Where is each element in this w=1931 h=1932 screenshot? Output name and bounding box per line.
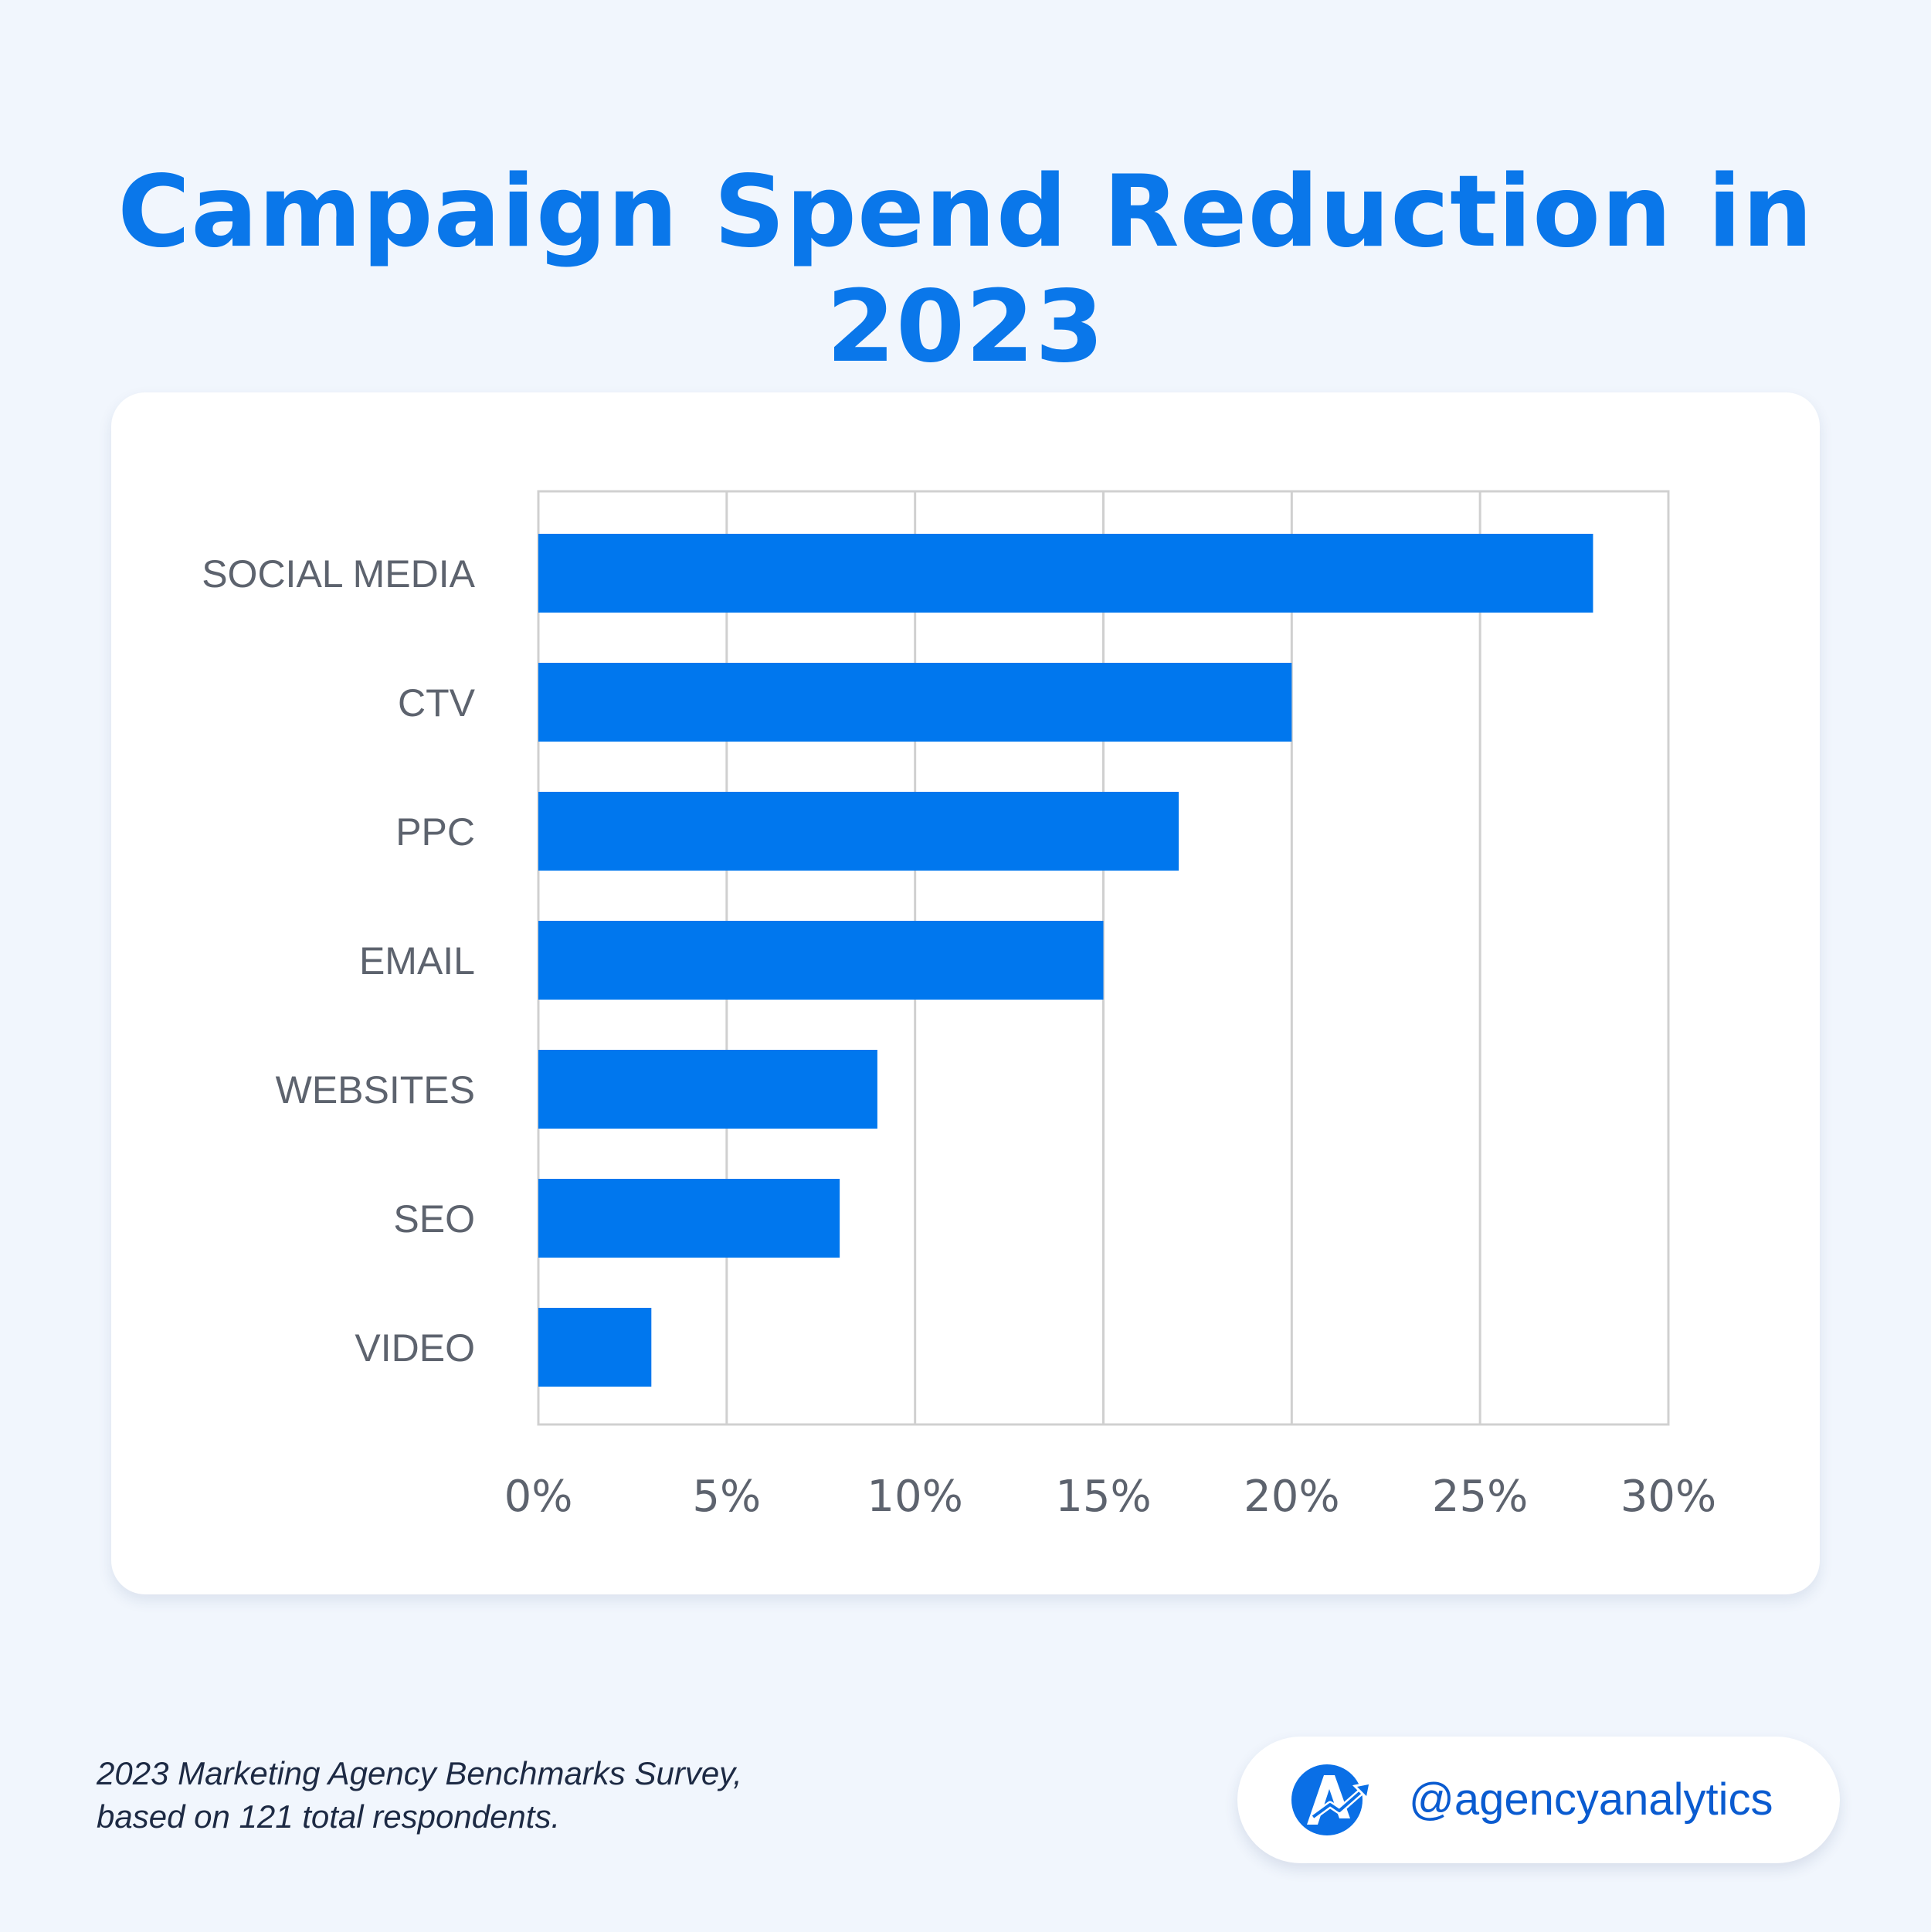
grid-lines <box>537 490 1670 1426</box>
bar <box>538 1179 840 1258</box>
x-tick-label: 30% <box>1620 1472 1716 1522</box>
bar <box>538 1050 877 1129</box>
bar <box>538 663 1292 742</box>
category-label: EMAIL <box>359 939 475 983</box>
category-label: PPC <box>395 810 475 854</box>
category-label: VIDEO <box>355 1326 475 1370</box>
bar <box>538 792 1179 871</box>
x-tick-label: 0% <box>504 1472 573 1522</box>
category-labels: SOCIAL MEDIA CTV PPC EMAIL WEBSITES SEO VIDEO <box>202 552 475 1370</box>
source-note: 2023 Marketing Agency Benchmarks Survey,… <box>97 1752 742 1839</box>
agencyanalytics-logo-icon <box>1291 1764 1372 1835</box>
bar <box>538 921 1104 1000</box>
social-handle[interactable]: @agencyanalytics <box>1409 1774 1773 1825</box>
bars <box>538 534 1593 1387</box>
source-line-1: 2023 Marketing Agency Benchmarks Survey, <box>97 1755 742 1791</box>
chart-title: Campaign Spend Reduction in 2023 <box>117 154 1814 385</box>
x-tick-label: 15% <box>1055 1472 1151 1522</box>
x-tick-label: 5% <box>692 1472 761 1522</box>
category-label: WEBSITES <box>276 1068 475 1112</box>
category-label: SOCIAL MEDIA <box>202 552 475 596</box>
x-tick-label: 25% <box>1432 1472 1528 1522</box>
bar-chart: SOCIAL MEDIACTVPPCEMAILWEBSITESSEOVIDEO … <box>202 490 1717 1522</box>
x-tick-label: 10% <box>867 1472 962 1522</box>
x-axis-tick-labels: 0% 5% 10% 15% 20% 25% 30% <box>504 1472 1717 1522</box>
bar <box>538 1308 652 1387</box>
category-label: SEO <box>393 1197 475 1241</box>
chart-card: SOCIAL MEDIA CTV PPC EMAIL WEBSITES SEO VIDEO … <box>111 392 1820 1594</box>
source-line-2: based on 121 total respondents. <box>97 1798 561 1835</box>
x-tick-label: 20% <box>1244 1472 1339 1522</box>
social-handle-badge: @agencyanalytics <box>1237 1737 1840 1863</box>
category-label: CTV <box>398 681 476 725</box>
bar <box>538 534 1593 613</box>
